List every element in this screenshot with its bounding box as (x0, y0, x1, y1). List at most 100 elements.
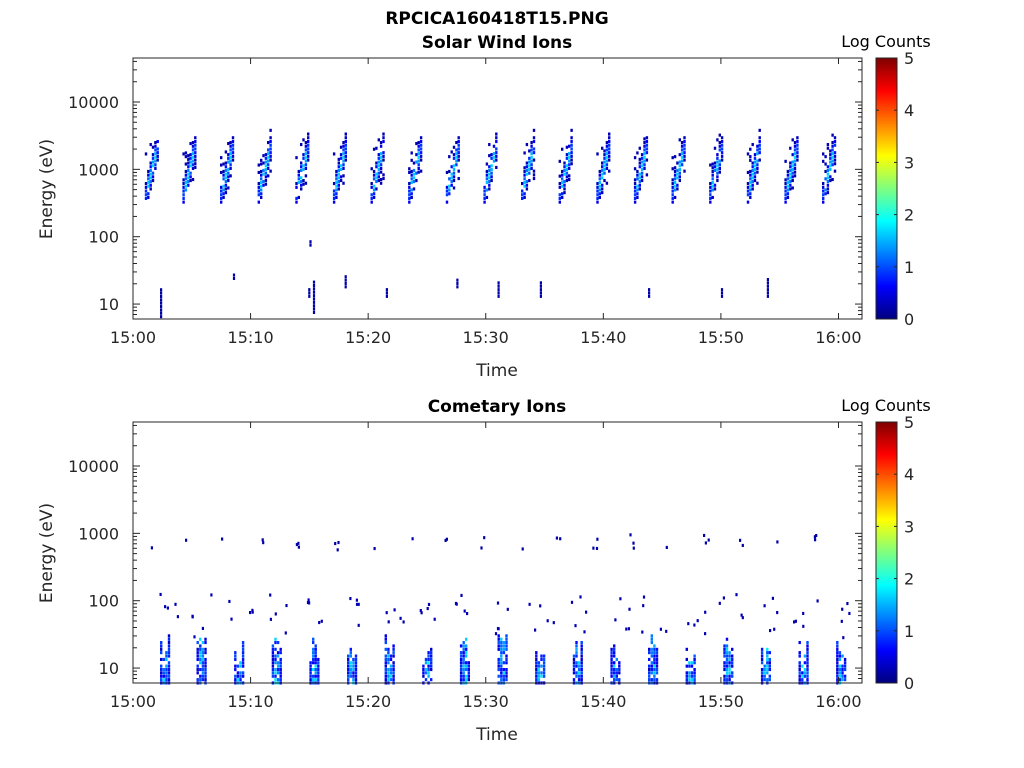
spectrogram-cell (608, 169, 611, 173)
spectrogram-cell (160, 291, 163, 295)
spectrogram-cell (335, 184, 338, 188)
spectrogram-cell (199, 668, 202, 672)
spectrogram-cell (806, 641, 809, 645)
spectrogram-cell (713, 146, 717, 150)
spectrogram-cell (187, 157, 190, 161)
spectrogram-cell (332, 193, 336, 197)
spectrogram-cell (165, 674, 168, 678)
spectrogram-cell (167, 674, 171, 678)
spectrogram-cell (563, 183, 566, 187)
spectrogram-cell (279, 664, 282, 668)
spectrogram-cell (598, 173, 601, 177)
spectrogram-cell (558, 159, 561, 163)
spectrogram-cell (608, 143, 611, 147)
spectrogram-cell (570, 154, 573, 158)
spectrogram-cell (164, 605, 167, 609)
spectrogram-cell (756, 170, 759, 174)
spectrogram-cell (731, 661, 734, 665)
spectrogram-cell (339, 153, 343, 157)
spectrogram-cell (633, 182, 637, 186)
spectrogram-cell (693, 674, 696, 678)
spectrogram-cell (758, 147, 761, 151)
spectrogram-cell (806, 657, 809, 661)
spectrogram-cell (596, 196, 599, 200)
spectrogram-cell (159, 592, 162, 596)
spectrogram-cell (347, 671, 350, 675)
spectrogram-cell (424, 671, 428, 675)
spectrogram-cell (580, 668, 583, 672)
spectrogram-cell (570, 151, 573, 155)
spectrogram-cell (262, 183, 265, 187)
spectrogram-cell (766, 668, 769, 672)
spectrogram-cell (276, 654, 280, 658)
spectrogram-cell (575, 654, 578, 658)
spectrogram-cell (269, 151, 272, 155)
spectrogram-cell (505, 644, 508, 648)
spectrogram-cell (191, 163, 195, 167)
spectrogram-cell (836, 668, 839, 672)
spectrogram-cell (601, 161, 604, 165)
spectrogram-cell (419, 147, 423, 151)
spectrogram-cell (577, 678, 581, 682)
spectrogram-cell (751, 180, 754, 184)
spectrogram-cell (184, 155, 188, 159)
spectrogram-cell (227, 175, 230, 179)
spectrogram-cell (279, 671, 282, 675)
spectrogram-cell (801, 674, 804, 678)
spectrogram-cell (297, 195, 300, 199)
spectrogram-cell (312, 297, 316, 301)
spectrogram-cell (355, 598, 358, 602)
spectrogram-cell (262, 180, 265, 184)
spectrogram-cell (833, 158, 837, 162)
spectrogram-cell (151, 171, 155, 175)
spectrogram-cell (312, 657, 315, 661)
spectrogram-cell (577, 671, 581, 675)
spectrogram-cell (312, 654, 315, 658)
spectrogram-cell (615, 657, 618, 661)
spectrogram-cell (342, 141, 345, 145)
cometary-xlabel: Time (475, 725, 518, 745)
spectrogram-cell (766, 671, 769, 675)
spectrogram-cell (505, 671, 508, 675)
spectrogram-cell (264, 167, 268, 171)
spectrogram-cell (758, 151, 761, 155)
spectrogram-cell (796, 143, 799, 147)
spectrogram-cell (841, 664, 844, 668)
spectrogram-cell (801, 671, 804, 675)
spectrogram-cell (419, 154, 423, 158)
spectrogram-cell (528, 602, 531, 606)
spectrogram-cell (297, 169, 300, 173)
spectrogram-cell (377, 138, 380, 142)
spectrogram-cell (841, 668, 844, 672)
spectrogram-cell (580, 641, 583, 645)
spectrogram-cell (276, 678, 280, 682)
spectrogram-cell (525, 143, 529, 147)
spectrogram-cell (201, 641, 205, 645)
spectrogram-cell (154, 152, 157, 156)
spectrogram-cell (561, 147, 564, 151)
spectrogram-cell (749, 184, 752, 188)
spectrogram-cell (653, 664, 656, 668)
spectrogram-cell (693, 623, 696, 627)
spectrogram-cell (725, 664, 729, 668)
spectrogram-cell (194, 140, 197, 144)
spectrogram-cell (572, 671, 576, 675)
spectrogram-cell (269, 143, 272, 147)
spectrogram-cell (408, 167, 411, 171)
spectrogram-cell (379, 144, 383, 148)
spectrogram-cell (784, 182, 787, 186)
spectrogram-cell (502, 661, 506, 665)
spectrogram-cell (372, 188, 376, 192)
spectrogram-cell (502, 644, 506, 648)
spectrogram-cell (279, 661, 282, 665)
spectrogram-cell (417, 144, 420, 148)
spectrogram-cell (373, 547, 376, 551)
spectrogram-cell (220, 196, 223, 200)
spectrogram-cell (580, 678, 583, 682)
spectrogram-cell (836, 674, 839, 678)
spectrogram-cell (601, 172, 604, 176)
spectrogram-cell (332, 200, 336, 204)
spectrogram-cell (711, 173, 714, 177)
spectrogram-cell (671, 193, 674, 197)
